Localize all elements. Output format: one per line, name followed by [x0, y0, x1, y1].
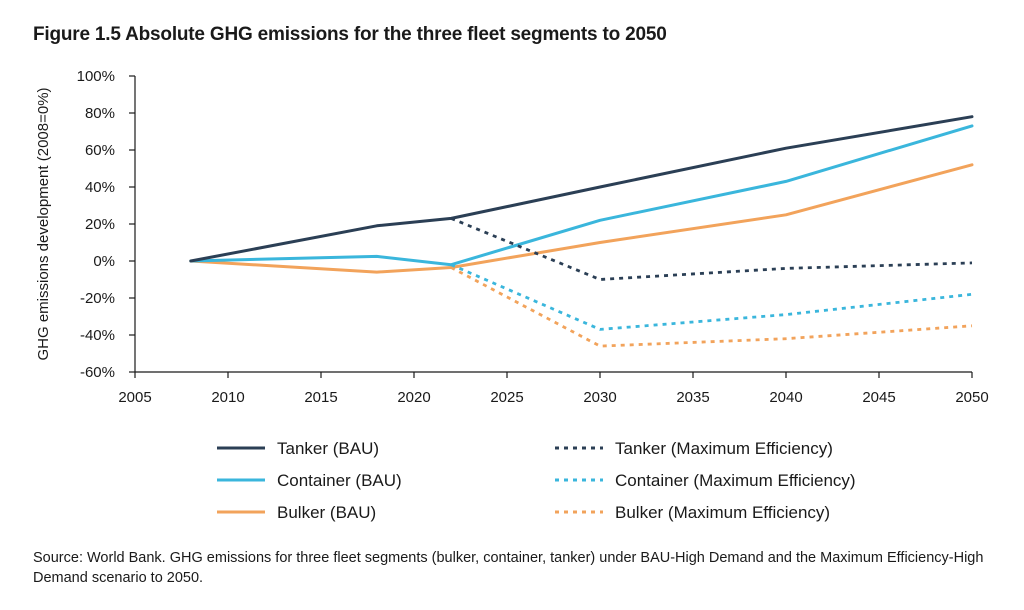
y-tick-label: -20% — [80, 290, 115, 307]
y-tick-label: 80% — [85, 105, 115, 122]
chart-legend: Tanker (BAU) Container (BAU) Bulker (BAU) T… — [217, 439, 856, 522]
series-line-bulker-bau — [189, 163, 974, 274]
x-tick-label: 2040 — [769, 389, 802, 406]
chart-series — [189, 115, 974, 348]
chart-title: Figure 1.5 Absolute GHG emissions for th… — [33, 24, 667, 45]
chart-axes: -60% -40% -20% 0% 20% 40% 60% 80% 100% 2005 2010 20… — [77, 68, 989, 406]
y-tick-label: 100% — [77, 68, 115, 85]
legend-label: Container (BAU) — [277, 471, 402, 490]
legend-label: Container (Maximum Efficiency) — [615, 471, 856, 490]
x-tick-label: 2010 — [211, 389, 244, 406]
y-tick-label: -40% — [80, 327, 115, 344]
y-tick-label: 20% — [85, 216, 115, 233]
source-note: Source: World Bank. GHG emissions for th… — [33, 550, 984, 586]
series-line-bulker-maximum-efficiency — [450, 266, 973, 348]
x-tick-label: 2020 — [397, 389, 430, 406]
legend-label: Tanker (Maximum Efficiency) — [615, 439, 833, 458]
x-tick-label: 2050 — [955, 389, 988, 406]
x-tick-label: 2045 — [862, 389, 895, 406]
legend-label: Bulker (Maximum Efficiency) — [615, 503, 830, 522]
legend-label: Tanker (BAU) — [277, 439, 379, 458]
y-tick-label: 40% — [85, 179, 115, 196]
x-tick-label: 2025 — [490, 389, 523, 406]
y-tick-label: 0% — [93, 253, 115, 270]
legend-label: Bulker (BAU) — [277, 503, 376, 522]
x-tick-label: 2035 — [676, 389, 709, 406]
y-axis-label: GHG emissions development (2008=0%) — [35, 87, 52, 360]
line-chart: -60% -40% -20% 0% 20% 40% 60% 80% 100% 2005 2010 20… — [35, 68, 989, 522]
y-tick-label: 60% — [85, 142, 115, 159]
series-line-container-maximum-efficiency — [450, 263, 973, 331]
x-tick-label: 2015 — [304, 389, 337, 406]
series-line-container-bau — [189, 124, 974, 267]
series-line-tanker-maximum-efficiency — [450, 217, 973, 281]
series-line-tanker-bau — [189, 115, 974, 263]
y-tick-label: -60% — [80, 364, 115, 381]
x-tick-label: 2030 — [583, 389, 616, 406]
x-tick-label: 2005 — [118, 389, 151, 406]
